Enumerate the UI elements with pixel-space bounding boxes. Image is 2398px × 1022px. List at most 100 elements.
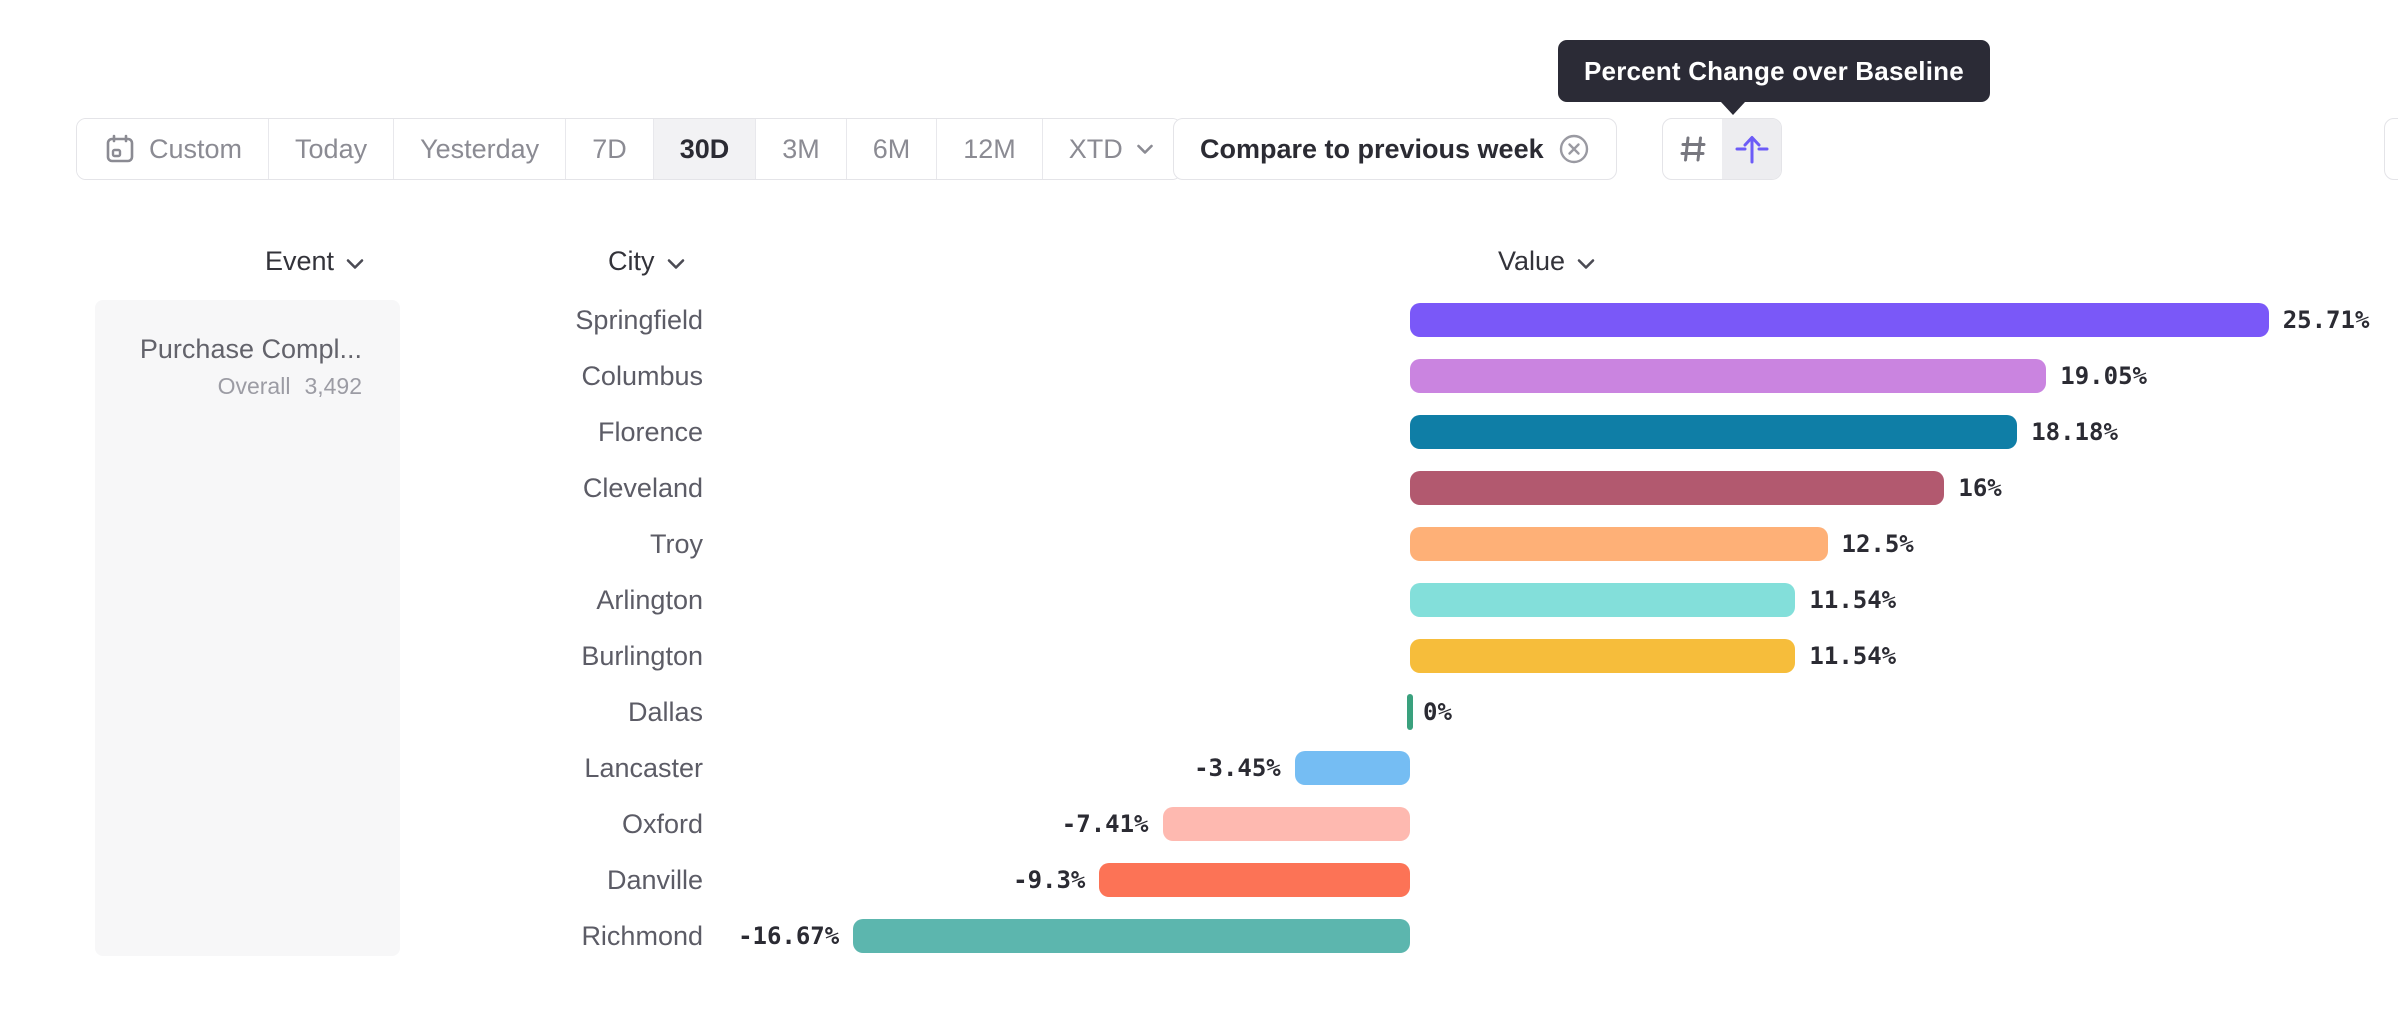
value-label: 16% (1958, 474, 2002, 502)
city-label: Oxford (621, 808, 703, 839)
column-header-value[interactable]: Value (1498, 246, 1597, 277)
event-metric: Overall 3,492 (115, 373, 362, 400)
value-label: -16.67% (738, 922, 840, 950)
city-label: Cleveland (582, 472, 703, 503)
chart-row-lancaster: Lancaster -3.45% (0, 740, 2398, 796)
city-label: Lancaster (584, 752, 703, 783)
value-bar[interactable] (1099, 863, 1410, 897)
toolbar: Custom Today Yesterday 7D 30D 3M 6M 12M XTD Comp… (0, 118, 2398, 180)
event-panel[interactable]: Purchase Compl... Overall 3,492 (95, 300, 400, 956)
chart-row-cleveland: Cleveland 16% (0, 460, 2398, 516)
chart-row-florence: Florence 18.18% (0, 404, 2398, 460)
chart-row-troy: Troy 12.5% (0, 516, 2398, 572)
close-circle-icon[interactable] (1558, 133, 1590, 165)
date-range-7d[interactable]: 7D (566, 119, 654, 179)
date-range-label: 30D (679, 133, 730, 164)
bar-area: -7.41% (703, 796, 2398, 852)
value-bar[interactable] (1407, 694, 1413, 730)
value-bar[interactable] (1294, 751, 1410, 785)
value-label: 18.18% (2031, 418, 2118, 446)
chart-row-richmond: Richmond -16.67% (0, 908, 2398, 964)
date-range-label: Yesterday (420, 133, 540, 164)
value-bar[interactable] (1410, 303, 2269, 337)
tooltip-text: Percent Change over Baseline (1584, 56, 1964, 86)
calendar-icon (103, 132, 137, 166)
bar-area: 19.05% (703, 348, 2398, 404)
bar-area: 25.71% (703, 292, 2398, 348)
event-series-label: Overall (217, 373, 291, 399)
event-title: Purchase Compl... (139, 334, 362, 364)
value-label: 19.05% (2060, 362, 2147, 390)
city-label: Danville (606, 864, 703, 895)
partial-clipped-button[interactable] (2384, 118, 2398, 180)
date-range-6m[interactable]: 6M (846, 119, 938, 179)
value-label: 25.71% (2282, 306, 2370, 334)
date-range-label: 7D (592, 133, 627, 164)
date-range-group: Custom Today Yesterday 7D 30D 3M 6M 12M XTD (76, 118, 1182, 180)
value-bar[interactable] (1410, 415, 2018, 449)
value-bar[interactable] (1410, 527, 1828, 561)
date-range-label: 6M (872, 133, 911, 164)
column-header-city[interactable]: City (608, 246, 687, 277)
date-range-3m[interactable]: 3M (756, 119, 847, 179)
bar-area: 11.54% (703, 628, 2398, 684)
value-label: -7.41% (1061, 810, 1149, 838)
date-range-label: Custom (149, 133, 243, 164)
chevron-down-icon (667, 258, 684, 269)
chart-row-columbus: Columbus 19.05% (0, 348, 2398, 404)
event-header-label: Event (265, 246, 335, 276)
date-range-xtd[interactable]: XTD (1042, 119, 1181, 179)
chevron-down-icon (346, 258, 364, 269)
bar-area: 12.5% (703, 516, 2398, 572)
date-range-today[interactable]: Today (269, 119, 395, 179)
chart-row-arlington: Arlington 11.54% (0, 572, 2398, 628)
grid-view-button[interactable] (1663, 119, 1722, 179)
chart-view-toggle-group (1662, 118, 1782, 180)
date-range-label: Today (295, 133, 368, 164)
bar-area: 11.54% (703, 572, 2398, 628)
date-range-custom[interactable]: Custom (77, 119, 270, 179)
percent-change-view-button[interactable] (1722, 119, 1781, 179)
tooltip-arrow (1721, 102, 1745, 115)
city-header-label: City (608, 246, 655, 276)
bar-area: 18.18% (703, 404, 2398, 460)
arrow-up-over-baseline-icon (1733, 130, 1771, 168)
bar-area: -16.67% (703, 908, 2398, 964)
date-range-30d[interactable]: 30D (653, 119, 757, 179)
date-range-12m[interactable]: 12M (937, 119, 1043, 179)
chart-row-oxford: Oxford -7.41% (0, 796, 2398, 852)
bar-area: 0% (703, 684, 2398, 740)
value-bar[interactable] (1410, 359, 2047, 393)
value-label: -3.45% (1194, 754, 1281, 782)
value-label: 11.54% (1809, 642, 1897, 670)
value-bar[interactable] (853, 919, 1410, 953)
city-label: Florence (597, 416, 703, 447)
city-label: Springfield (575, 304, 703, 335)
value-header-label: Value (1498, 246, 1566, 276)
chart-row-springfield: Springfield 25.71% (0, 292, 2398, 348)
bar-area: 16% (703, 460, 2398, 516)
date-range-label: 12M (963, 133, 1016, 164)
compare-button[interactable]: Compare to previous week (1173, 118, 1617, 180)
chart-row-danville: Danville -9.3% (0, 852, 2398, 908)
chart-row-dallas: Dallas 0% (0, 684, 2398, 740)
value-label: -9.3% (1013, 866, 1086, 894)
value-label: 11.54% (1809, 586, 1897, 614)
hash-grid-icon (1675, 131, 1711, 167)
compare-label: Compare to previous week (1200, 133, 1544, 164)
value-bar[interactable] (1410, 583, 1796, 617)
value-bar[interactable] (1410, 639, 1796, 673)
city-label: Arlington (596, 584, 703, 615)
bar-chart: Springfield 25.71% Columbus 19.05% Florence 1… (0, 292, 2398, 964)
chevron-down-icon (1577, 258, 1595, 269)
date-range-label: XTD (1068, 133, 1123, 164)
value-bar[interactable] (1162, 807, 1410, 841)
date-range-label: 3M (782, 133, 820, 164)
chart-row-burlington: Burlington 11.54% (0, 628, 2398, 684)
event-series-value: 3,492 (304, 373, 362, 399)
bar-area: -3.45% (703, 740, 2398, 796)
city-label: Columbus (581, 360, 703, 391)
column-header-event[interactable]: Event (265, 246, 366, 277)
value-bar[interactable] (1410, 471, 1945, 505)
date-range-yesterday[interactable]: Yesterday (394, 119, 567, 179)
